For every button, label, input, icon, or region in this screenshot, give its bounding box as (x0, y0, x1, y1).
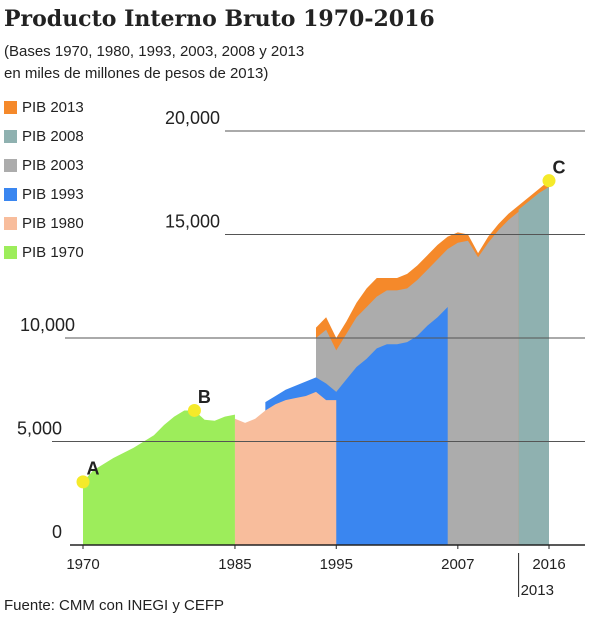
legend-label: PIB 2008 (22, 128, 84, 145)
annotation-label: B (198, 387, 211, 407)
subtitle: en miles de millones de pesos de 2013) (4, 65, 268, 82)
y-tick-label: 15,000 (165, 211, 220, 231)
y-tick-label: 10,000 (20, 315, 75, 335)
legend-label: PIB 1970 (22, 244, 84, 261)
annotation-point (187, 403, 201, 417)
legend-swatch (4, 246, 17, 259)
annotation-label: A (87, 459, 100, 479)
y-tick-label: 5,000 (17, 418, 62, 438)
legend-label: PIB 2003 (22, 157, 84, 174)
legend-swatch (4, 101, 17, 114)
area (83, 410, 235, 545)
legend-swatch (4, 159, 17, 172)
source: Fuente: CMM con INEGI y CEFP (4, 597, 224, 614)
legend-label: PIB 1980 (22, 215, 84, 232)
area (234, 391, 337, 545)
annotation-point (76, 475, 90, 489)
legend-label: PIB 2013 (22, 99, 84, 116)
annotation-label: C (553, 157, 566, 177)
y-tick-label: 0 (52, 522, 62, 542)
x-tick-label: 2016 (532, 556, 565, 573)
y-tick-label: 20,000 (165, 108, 220, 128)
x-tick-label: 2013 (521, 582, 554, 599)
x-tick-label: 2007 (441, 556, 474, 573)
annotation-point (542, 174, 556, 188)
legend-swatch (4, 130, 17, 143)
legend-swatch (4, 188, 17, 201)
legend-label: PIB 1993 (22, 186, 84, 203)
chart-title: Producto Interno Bruto 1970-2016 (4, 6, 435, 32)
x-tick-label: 1970 (66, 556, 99, 573)
legend-swatch (4, 217, 17, 230)
subtitle: (Bases 1970, 1980, 1993, 2003, 2008 y 20… (4, 43, 304, 60)
area (518, 186, 549, 545)
x-tick-label: 1995 (320, 556, 353, 573)
x-tick-label: 1985 (218, 556, 251, 573)
